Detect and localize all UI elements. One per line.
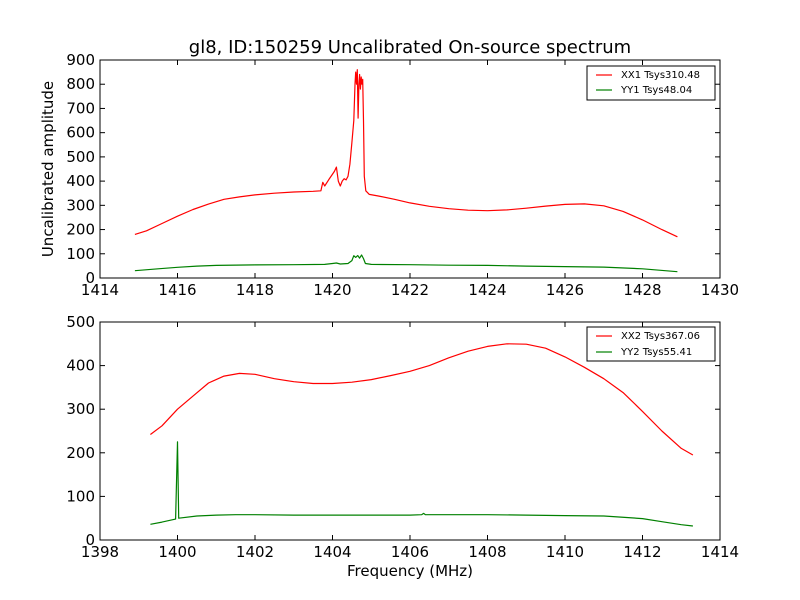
bottom-xtick-label: 1402: [236, 543, 274, 561]
top-xtick-label: 1414: [81, 281, 119, 299]
bottom-legend-box: [586, 326, 716, 362]
bottom-legend: XX2 Tsys367.06 YY2 Tsys55.41: [586, 326, 716, 362]
bottom-plot-area: 1398 1400 1402 1404 1406 1408 1410 1412 1414 0 100…: [66, 313, 739, 561]
legend-label-yy1: YY1 Tsys48.04: [620, 85, 692, 96]
top-ytick-label: 300: [66, 196, 95, 214]
bottom-ytick-label: 100: [66, 487, 95, 505]
bottom-xtick-label: 1408: [468, 543, 506, 561]
top-xtick-label: 1422: [391, 281, 429, 299]
bottom-ytick-label: 400: [66, 357, 95, 375]
top-series-yy1-line: [134, 254, 678, 273]
bottom-xtick-label: 1404: [313, 543, 351, 561]
x-axis-label: Frequency (MHz): [347, 562, 473, 580]
top-ytick-label: 0: [85, 269, 95, 287]
chart-title: gl8, ID:150259 Uncalibrated On-source sp…: [189, 37, 631, 58]
top-xtick-label: 1416: [158, 281, 196, 299]
legend-label-yy2: YY2 Tsys55.41: [620, 347, 692, 358]
top-series-xx1-line: [134, 69, 678, 238]
top-xtick-label: 1420: [313, 281, 351, 299]
top-ytick-label: 900: [66, 51, 95, 69]
top-ytick-label: 100: [66, 245, 95, 263]
top-xtick-label: 1424: [468, 281, 506, 299]
bottom-xtick-label: 1412: [623, 543, 661, 561]
top-xtick-label: 1418: [236, 281, 274, 299]
bottom-xtick-label: 1398: [81, 543, 119, 561]
bottom-ytick-label: 200: [66, 444, 95, 462]
top-ytick-label: 200: [66, 221, 95, 239]
bottom-ytick-label: 500: [66, 313, 95, 331]
top-ytick-label: 600: [66, 124, 95, 142]
top-legend: XX1 Tsys310.48 YY1 Tsys48.04: [586, 65, 716, 101]
bottom-xtick-label: 1414: [701, 543, 739, 561]
bottom-ytick-label: 0: [85, 531, 95, 549]
bottom-subplot: 1398 1400 1402 1404 1406 1408 1410 1412 1414 0 100…: [66, 313, 739, 580]
top-xtick-label: 1430: [701, 281, 739, 299]
bottom-xtick-label: 1400: [158, 543, 196, 561]
legend-label-xx1: XX1 Tsys310.48: [621, 70, 700, 81]
y-axis-label: Uncalibrated amplitude: [39, 81, 57, 257]
top-ytick-label: 400: [66, 172, 95, 190]
top-xtick-label: 1428: [623, 281, 661, 299]
bottom-xtick-label: 1406: [391, 543, 429, 561]
top-ytick-label: 500: [66, 148, 95, 166]
bottom-series-xx2-line: [150, 343, 694, 456]
legend-label-xx2: XX2 Tsys367.06: [621, 331, 700, 342]
top-plot-area: 1414 1416 1418 1420 1422 1424 1426 1428 1430 0 100…: [66, 51, 739, 299]
top-xtick-label: 1426: [546, 281, 584, 299]
bottom-series-yy2-line: [150, 441, 693, 527]
top-legend-box: [586, 65, 716, 101]
bottom-ytick-label: 300: [66, 400, 95, 418]
bottom-xtick-label: 1410: [546, 543, 584, 561]
top-ytick-label: 800: [66, 75, 95, 93]
top-ytick-label: 700: [66, 99, 95, 117]
top-subplot: 1414 1416 1418 1420 1422 1424 1426 1428 1430 0 100…: [39, 51, 739, 299]
